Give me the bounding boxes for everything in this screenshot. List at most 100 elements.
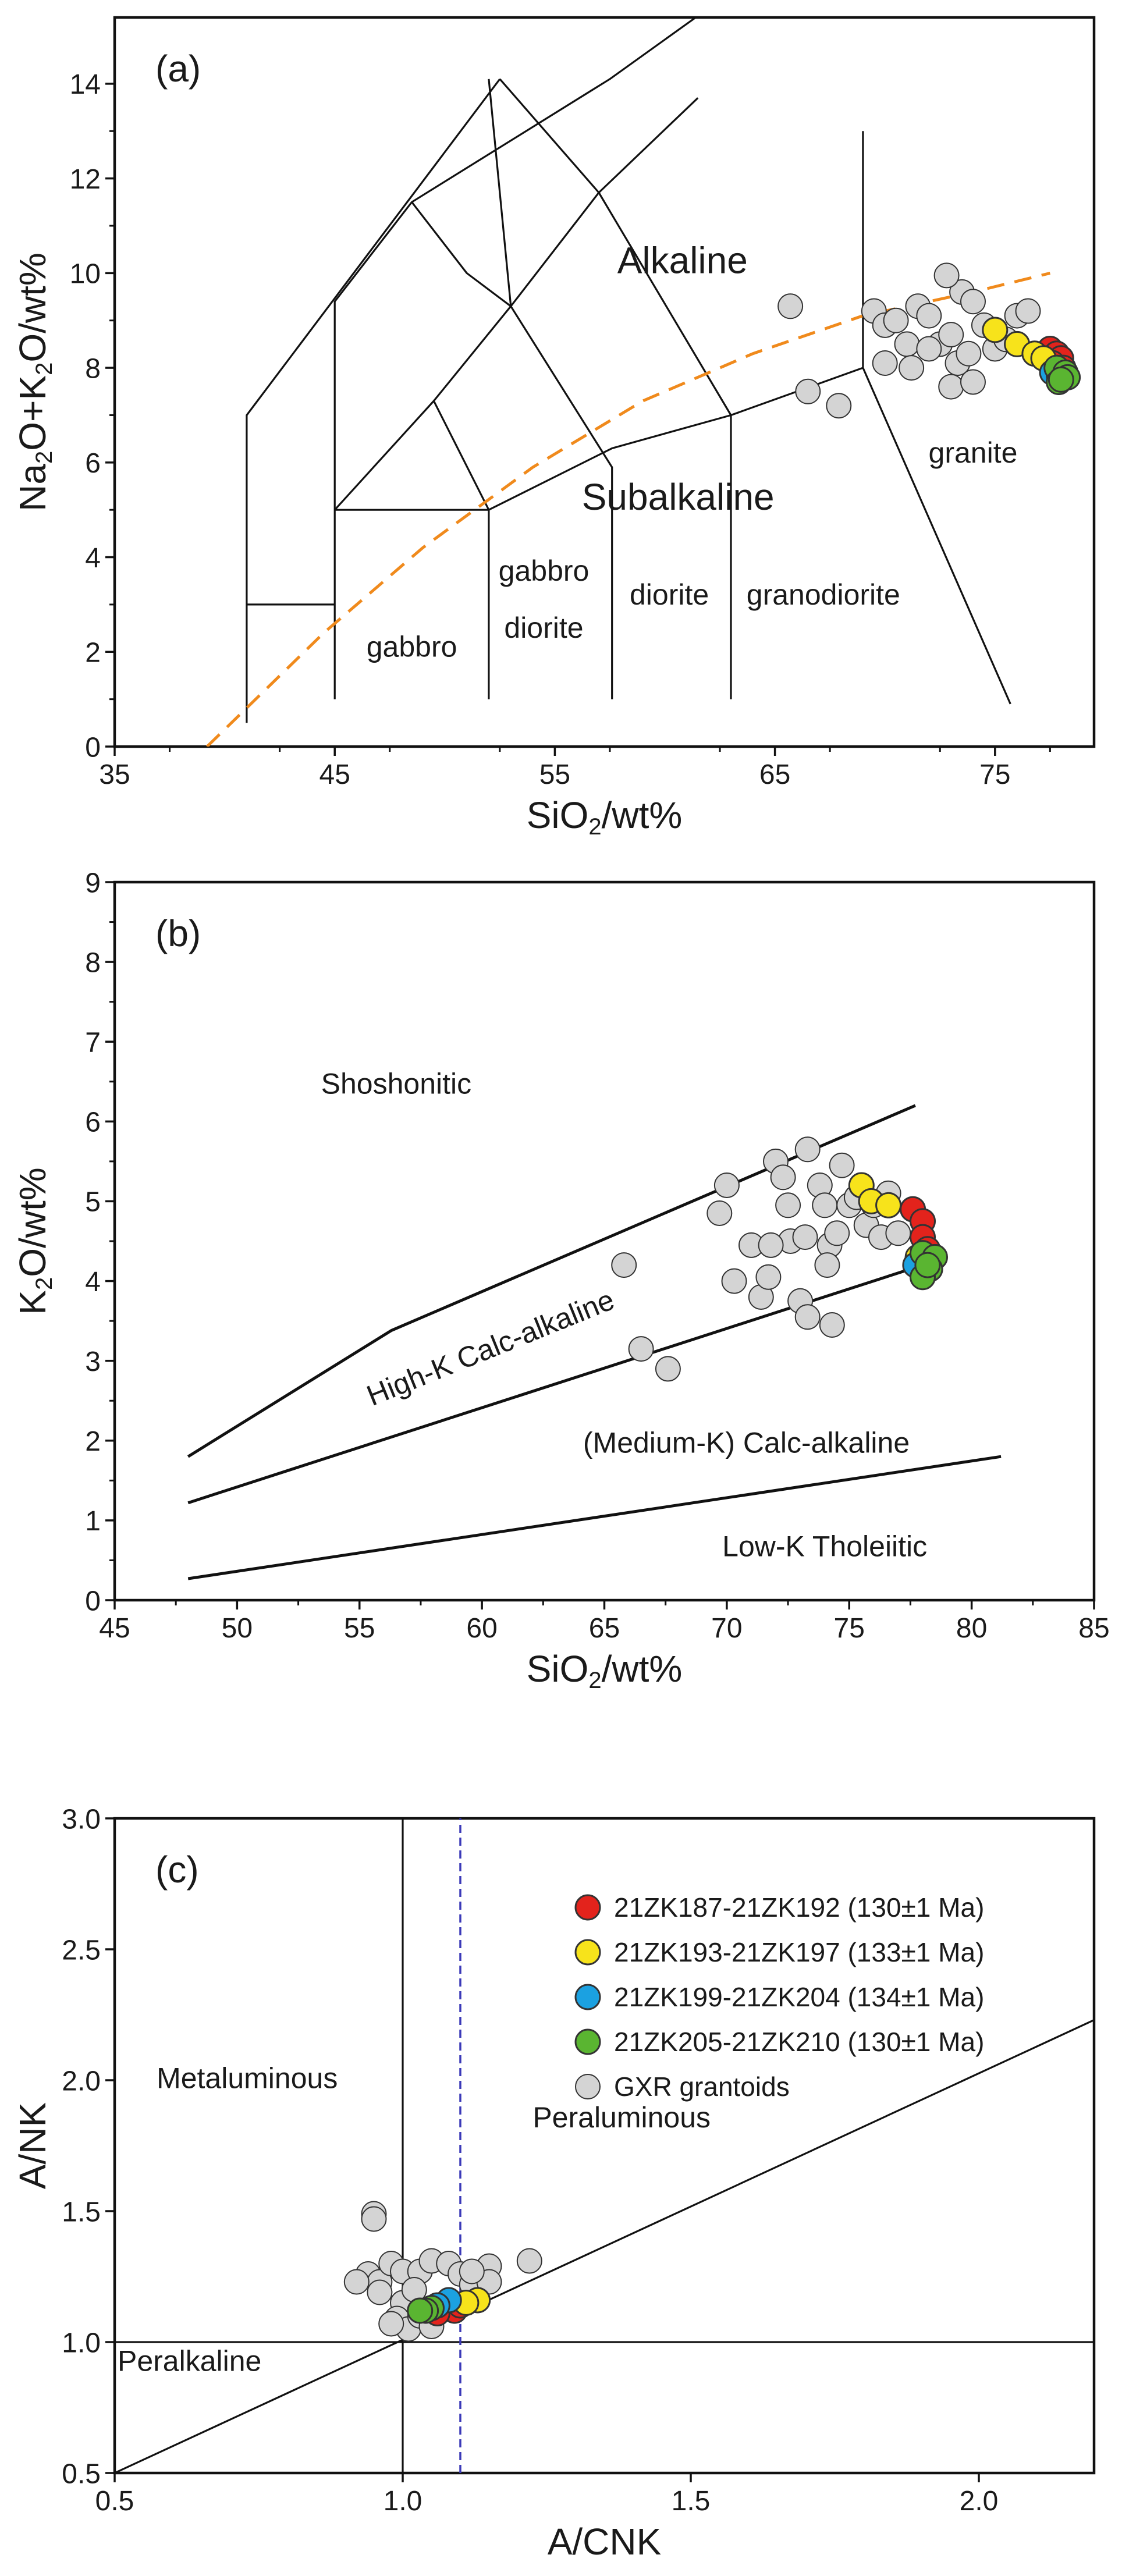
data-point-ref — [343, 2269, 370, 2295]
field-boundary-line — [187, 1455, 1002, 1580]
data-point-ref — [795, 378, 821, 404]
data-point-ref — [777, 293, 804, 319]
y-tick-label: 2 — [85, 638, 101, 669]
chart-panel-1: 35 45 55 65 7502468101214SiO2/wt%Na2O+K2O/wt… — [12, 16, 1096, 840]
data-point-ref — [885, 1220, 911, 1246]
panel-label: (c) — [155, 1849, 199, 1891]
y-axis-label: A/NK — [12, 2102, 54, 2189]
field-label: diorite — [504, 612, 583, 644]
x-tick-label: 75 — [979, 759, 1010, 790]
field-label: Subalkaline — [582, 476, 775, 518]
y-tick-label: 2.5 — [62, 1935, 101, 1966]
data-point-ref — [516, 2248, 542, 2274]
y-tick-label: 4 — [85, 1267, 101, 1298]
y-tick-label: 0 — [85, 732, 101, 763]
field-label: gabbro — [499, 555, 590, 587]
axis-label-part: /wt% — [602, 794, 683, 836]
data-point-ref — [1015, 298, 1041, 324]
data-point-ref — [770, 1164, 796, 1191]
data-point-ref — [956, 340, 982, 367]
y-tick-label: 7 — [85, 1028, 101, 1058]
axis-label-part: A/CNK — [548, 2521, 662, 2563]
field-label: Low-K Tholeiitic — [722, 1530, 927, 1563]
axis-label-subscript: 2 — [31, 451, 57, 464]
legend: 21ZK187-21ZK192 (130±1 Ma) 21ZK193-21ZK19… — [574, 1892, 984, 2102]
data-point-ref — [960, 369, 986, 395]
plot-frame — [113, 16, 1096, 748]
axis-label-part: O+K — [12, 375, 54, 451]
axis-label-part: /wt% — [602, 1648, 683, 1690]
y-tick-label: 5 — [85, 1187, 101, 1218]
data-point-ref — [812, 1192, 838, 1218]
field-boundary-line — [411, 201, 512, 307]
x-tick-label: 45 — [99, 1613, 130, 1644]
data-point-ref — [706, 1200, 733, 1226]
plot-frame — [113, 880, 1096, 1602]
axis-label-part: A/NK — [12, 2102, 54, 2189]
legend-label-g3: 21ZK199-21ZK204 (134±1 Ma) — [614, 1982, 984, 2012]
x-tick-label: 80 — [956, 1613, 987, 1644]
x-tick-label: 35 — [99, 759, 130, 790]
y-tick-label: 12 — [70, 164, 101, 195]
field-boundary-line — [488, 79, 613, 699]
data-point-g2 — [875, 1192, 902, 1218]
field-label: High-K Calc-alkaline — [362, 1283, 619, 1412]
chart-panel-3: 0.5 1.0 1.5 2.0 0.5 1.0 1.5 2.0 2.5 3.0 A/CNK A/NK (… — [12, 1804, 1096, 2563]
x-axis-label: SiO2/wt% — [527, 794, 683, 840]
axis-label-part: SiO — [527, 1648, 589, 1690]
x-tick-label: 45 — [319, 759, 350, 790]
legend-marker-g2 — [574, 1939, 601, 1966]
field-boundary-line — [499, 78, 732, 699]
data-point-ref — [755, 1264, 782, 1290]
axis-label-subscript: 2 — [588, 814, 601, 840]
y-tick-label: 6 — [85, 448, 101, 479]
legend-marker-g1 — [574, 1894, 601, 1921]
x-axis-label: A/CNK — [548, 2521, 662, 2563]
data-point-ref — [794, 1304, 821, 1330]
data-point-g4 — [914, 1252, 941, 1278]
x-tick-label: 0.5 — [95, 2486, 134, 2517]
chart-panel-2: 45 50 55 60 65 70 75 80 850123456789SiO2/wt%K2O/… — [12, 868, 1110, 1693]
legend-label-ref: GXR grantoids — [614, 2072, 790, 2102]
data-point-ref — [655, 1356, 681, 1382]
y-tick-label: 10 — [70, 259, 101, 290]
data-point-ref — [829, 1152, 855, 1178]
data-point-ref — [960, 289, 986, 315]
x-tick-label: 55 — [539, 759, 570, 790]
data-point-ref — [824, 1220, 850, 1246]
plot-area: Shoshonitic High-K Calc-alkaline (Medium-K… — [187, 1067, 1002, 1580]
field-label: Alkaline — [617, 239, 748, 281]
data-point-ref — [459, 2258, 485, 2284]
field-label: granite — [929, 436, 1018, 469]
axis-label-subscript: 2 — [31, 1277, 57, 1290]
y-tick-label: 9 — [85, 868, 101, 898]
y-axis-label: Na2O+K2O/wt% — [12, 253, 57, 511]
y-tick-label: 8 — [85, 353, 101, 384]
data-point-ref — [826, 393, 852, 419]
x-tick-label: 1.5 — [672, 2486, 711, 2517]
field-boundary-line — [862, 367, 1011, 705]
panel-label: (b) — [155, 912, 201, 954]
field-boundary-line — [187, 1262, 928, 1505]
field-label: granodiorite — [747, 578, 900, 611]
legend-marker-g4 — [574, 2028, 601, 2055]
data-point-ref — [916, 303, 942, 329]
y-tick-label: 1.5 — [62, 2197, 101, 2227]
data-point-ref — [361, 2206, 387, 2232]
legend-marker-ref — [575, 2074, 601, 2099]
data-point-ref — [367, 2279, 393, 2305]
field-label: gabbro — [367, 630, 457, 663]
axis-label-part: K — [12, 1290, 54, 1315]
data-point-ref — [872, 350, 898, 376]
plot-frame — [113, 1817, 1096, 2475]
y-tick-label: 8 — [85, 947, 101, 978]
data-point-ref — [758, 1232, 784, 1258]
data-point-g4 — [1048, 366, 1074, 393]
data-point-ref — [378, 2311, 404, 2337]
field-boundary-line — [115, 2019, 1094, 2473]
data-point-ref — [814, 1252, 840, 1278]
x-tick-label: 1.0 — [384, 2486, 422, 2517]
axis-label-part: Na — [12, 464, 54, 511]
data-point-ref — [916, 336, 942, 362]
data-point-ref — [894, 331, 920, 357]
